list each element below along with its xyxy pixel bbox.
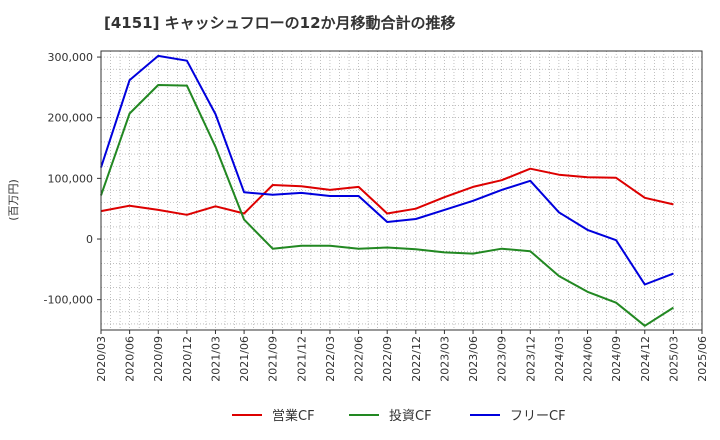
x-tick-label: 2024/06 (582, 336, 595, 382)
legend-label: 投資CF (389, 408, 432, 424)
y-tick-label: 100,000 (48, 172, 94, 185)
y-tick-label: 200,000 (48, 112, 94, 125)
axes (100, 50, 703, 331)
x-tick-label: 2021/12 (295, 336, 308, 382)
x-tick-label: 2024/12 (639, 336, 652, 382)
x-tick-label: 2023/12 (524, 336, 537, 382)
x-tick-label: 2022/03 (324, 336, 337, 382)
x-tick-label: 2024/03 (553, 336, 566, 382)
x-tick-label: 2023/03 (438, 336, 451, 382)
series-line-フリーCF (100, 54, 674, 286)
x-tick-label: 2020/09 (152, 336, 165, 382)
y-tick-label: 0 (86, 233, 93, 246)
x-tick-label: 2021/09 (267, 336, 280, 382)
y-tick-labels: -100,000 0 100,000 200,000 300,000 (44, 51, 101, 307)
x-tick-label: 2021/06 (238, 336, 251, 382)
y-tick-label: 300,000 (48, 51, 94, 64)
plot-frame (100, 50, 703, 331)
x-tick-label: 2020/06 (124, 336, 137, 382)
x-tick-label: 2023/06 (467, 336, 480, 382)
x-tick-label: 2024/09 (610, 336, 623, 382)
x-tick-label: 2022/06 (353, 336, 366, 382)
chart-title: [4151] キャッシュフローの12か月移動合計の推移 (104, 14, 456, 32)
x-tick-label: 2023/09 (496, 336, 509, 382)
x-tick-label: 2025/06 (696, 336, 709, 382)
x-tick-label: 2025/03 (667, 336, 680, 382)
grid-lines (100, 51, 702, 330)
series-line-営業CF (100, 167, 674, 216)
x-tick-label: 2021/03 (209, 336, 222, 382)
x-tick-label: 2020/12 (181, 336, 194, 382)
x-tick-label: 2020/03 (95, 336, 108, 382)
series-line-投資CF (100, 84, 674, 327)
y-axis-label: (百万円) (7, 179, 20, 221)
legend-label: フリーCF (510, 409, 566, 424)
x-tick-labels: 2020/03 2020/06 2020/09 2020/12 2021/03 2021/… (95, 330, 709, 382)
x-tick-label: 2022/09 (381, 336, 394, 382)
legend: 営業CF 投資CF フリーCF (232, 408, 566, 424)
series-lines (100, 54, 674, 327)
x-tick-label: 2022/12 (410, 336, 423, 382)
legend-label: 営業CF (272, 408, 315, 424)
y-tick-label: -100,000 (44, 294, 93, 307)
